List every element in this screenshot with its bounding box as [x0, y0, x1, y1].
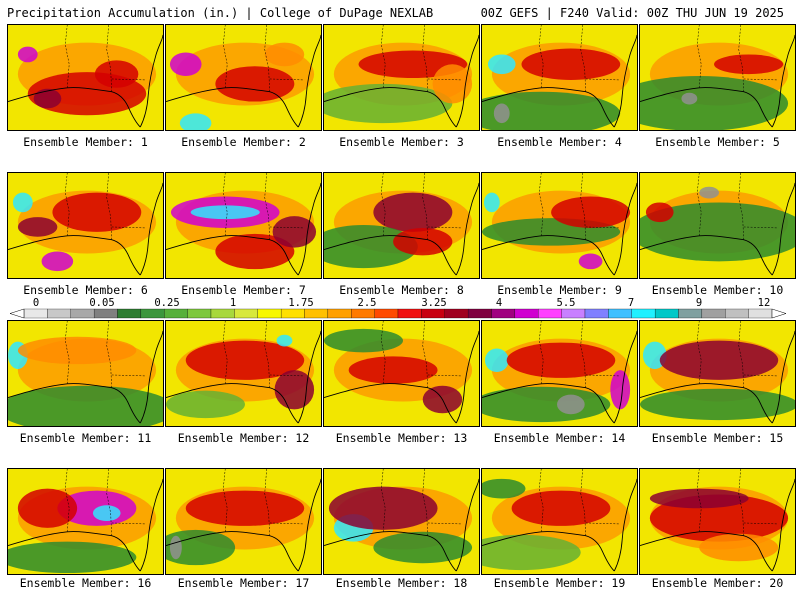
ensemble-member-label: Ensemble Member: 19 [493, 576, 626, 590]
colorbar-bin [631, 308, 656, 319]
colorbar [10, 308, 786, 319]
ensemble-member-label: Ensemble Member: 20 [651, 576, 784, 590]
colorbar-bin [748, 308, 773, 319]
ensemble-map-7 [165, 172, 322, 279]
colorbar-bin [351, 308, 375, 319]
ensemble-map-2 [165, 24, 322, 131]
colorbar-bin [491, 308, 516, 319]
ensemble-map-4 [481, 24, 638, 131]
colorbar-tick-labels: 0 0.05 0.25 1 1.75 2.5 3.25 4 5.5 7 9 12 [0, 297, 800, 309]
colorbar-bin [47, 308, 71, 319]
ensemble-member-label: Ensemble Member: 18 [335, 576, 468, 590]
ensemble-member-label: Ensemble Member: 6 [23, 283, 148, 297]
colorbar-tick-label: 12 [757, 297, 771, 309]
colorbar-bin [421, 308, 445, 319]
colorbar-bin [234, 308, 258, 319]
ensemble-member-label: Ensemble Member: 14 [493, 431, 626, 445]
colorbar-bin [140, 308, 165, 319]
ensemble-member-label: Ensemble Member: 15 [651, 431, 784, 445]
ensemble-map-5 [639, 24, 796, 131]
ensemble-map-11 [7, 320, 164, 427]
colorbar-bin [678, 308, 703, 319]
colorbar-tick-label: 0.05 [89, 297, 115, 309]
colorbar-bin [561, 308, 586, 319]
colorbar-bin [608, 308, 632, 319]
colorbar-bin [93, 308, 118, 319]
colorbar-bin [467, 308, 492, 319]
ensemble-map-8 [323, 172, 480, 279]
colorbar-bin [164, 308, 188, 319]
colorbar-tick-label: 4 [495, 297, 503, 309]
colorbar-bin [210, 308, 235, 319]
ensemble-member-label: Ensemble Member: 4 [497, 135, 622, 149]
ensemble-member-label: Ensemble Member: 7 [181, 283, 306, 297]
colorbar-tick-label: 0.25 [154, 297, 180, 309]
ensemble-member-label: Ensemble Member: 11 [19, 431, 152, 445]
colorbar-bin [23, 308, 48, 319]
colorbar-tick-label: 7 [627, 297, 635, 309]
colorbar-tick-label: 9 [695, 297, 703, 309]
ensemble-map-13 [323, 320, 480, 427]
colorbar-bin [280, 308, 305, 319]
colorbar-bin [70, 308, 95, 319]
run-valid-time: 00Z GEFS | F240 Valid: 00Z THU JUN 19 20… [480, 6, 784, 20]
ensemble-map-9 [481, 172, 638, 279]
ensemble-member-label: Ensemble Member: 3 [339, 135, 464, 149]
colorbar-bin [725, 308, 749, 319]
colorbar-tick-label: 2.5 [357, 297, 377, 309]
ensemble-member-label: Ensemble Member: 17 [177, 576, 310, 590]
ensemble-map-17 [165, 468, 322, 575]
ensemble-member-label: Ensemble Member: 16 [19, 576, 152, 590]
ensemble-map-14 [481, 320, 638, 427]
colorbar-bin [444, 308, 469, 319]
colorbar-tick-label: 5.5 [556, 297, 576, 309]
ensemble-map-19 [481, 468, 638, 575]
ensemble-member-label: Ensemble Member: 13 [335, 431, 468, 445]
ensemble-map-12 [165, 320, 322, 427]
ensemble-member-label: Ensemble Member: 9 [497, 283, 622, 297]
colorbar-bin [514, 308, 539, 319]
colorbar-tick-label: 0 [32, 297, 40, 309]
ensemble-map-16 [7, 468, 164, 575]
ensemble-member-label: Ensemble Member: 1 [23, 135, 148, 149]
colorbar-bin [304, 308, 329, 319]
colorbar-bin [257, 308, 282, 319]
ensemble-member-label: Ensemble Member: 2 [181, 135, 306, 149]
ensemble-member-label: Ensemble Member: 10 [651, 283, 784, 297]
colorbar-bin [327, 308, 352, 319]
colorbar-min-arrow [10, 308, 25, 319]
colorbar-bin [117, 308, 142, 319]
ensemble-map-18 [323, 468, 480, 575]
ensemble-member-label: Ensemble Member: 5 [655, 135, 780, 149]
colorbar-bin [701, 308, 726, 319]
colorbar-bin [187, 308, 212, 319]
colorbar-bin [538, 308, 562, 319]
ensemble-map-15 [639, 320, 796, 427]
colorbar-tick-label: 3.25 [421, 297, 447, 309]
colorbar-bin [397, 308, 422, 319]
ensemble-member-label: Ensemble Member: 12 [177, 431, 310, 445]
colorbar-max-arrow [771, 308, 786, 319]
colorbar-tick-label: 1 [229, 297, 237, 309]
ensemble-map-3 [323, 24, 480, 131]
ensemble-map-10 [639, 172, 796, 279]
colorbar-bin [374, 308, 399, 319]
ensemble-map-6 [7, 172, 164, 279]
ensemble-map-20 [639, 468, 796, 575]
colorbar-tick-label: 1.75 [288, 297, 314, 309]
colorbar-bin [584, 308, 609, 319]
chart-title: Precipitation Accumulation (in.) | Colle… [7, 6, 434, 20]
ensemble-map-1 [7, 24, 164, 131]
ensemble-member-label: Ensemble Member: 8 [339, 283, 464, 297]
colorbar-bin [654, 308, 679, 319]
